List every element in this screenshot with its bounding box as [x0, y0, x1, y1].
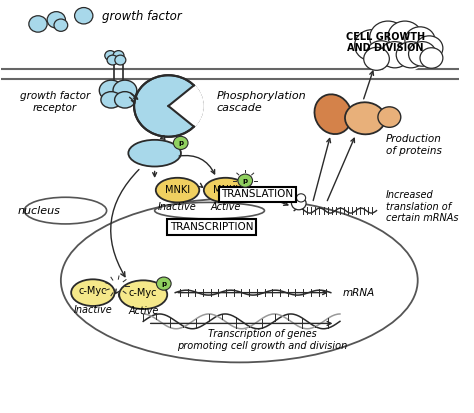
- Text: MNKI: MNKI: [213, 185, 238, 195]
- Ellipse shape: [71, 279, 115, 306]
- Circle shape: [415, 36, 443, 60]
- Text: Active: Active: [210, 202, 241, 211]
- Text: p: p: [243, 178, 248, 184]
- Text: CELL GROWTH
AND DIVISION: CELL GROWTH AND DIVISION: [346, 32, 425, 53]
- Text: nucleus: nucleus: [18, 206, 60, 216]
- Circle shape: [74, 7, 93, 24]
- Ellipse shape: [128, 140, 181, 166]
- Ellipse shape: [156, 178, 199, 202]
- Circle shape: [134, 75, 203, 137]
- Circle shape: [107, 55, 118, 65]
- Text: p: p: [178, 140, 183, 146]
- Text: mRNA: mRNA: [342, 287, 374, 298]
- Text: growth factor
receptor: growth factor receptor: [20, 91, 90, 113]
- Circle shape: [54, 19, 68, 31]
- Circle shape: [355, 30, 389, 61]
- Circle shape: [364, 47, 389, 70]
- Text: TRANSCRIPTION: TRANSCRIPTION: [170, 222, 254, 232]
- Circle shape: [396, 42, 426, 68]
- Text: Inactive: Inactive: [73, 305, 112, 315]
- Circle shape: [370, 21, 406, 54]
- Circle shape: [105, 51, 116, 60]
- Circle shape: [409, 42, 436, 66]
- Ellipse shape: [119, 280, 167, 309]
- Ellipse shape: [314, 94, 352, 134]
- Circle shape: [370, 21, 429, 74]
- Text: Phosphorylation
cascade: Phosphorylation cascade: [217, 91, 306, 113]
- Text: Inactive: Inactive: [158, 202, 197, 211]
- Circle shape: [173, 136, 188, 150]
- Circle shape: [388, 21, 422, 52]
- Ellipse shape: [99, 80, 123, 101]
- Text: growth factor: growth factor: [102, 10, 182, 24]
- Ellipse shape: [115, 92, 135, 108]
- Ellipse shape: [101, 92, 121, 108]
- Circle shape: [405, 27, 435, 54]
- Text: Active: Active: [128, 306, 158, 316]
- Circle shape: [113, 51, 124, 60]
- Text: p: p: [161, 280, 166, 287]
- Ellipse shape: [113, 80, 137, 101]
- Circle shape: [238, 174, 253, 187]
- Text: Production
of proteins: Production of proteins: [386, 134, 442, 156]
- Circle shape: [156, 277, 171, 290]
- Text: Increased
translation of
certain mRNAs: Increased translation of certain mRNAs: [386, 190, 458, 223]
- Text: c-Myc: c-Myc: [129, 288, 157, 298]
- Circle shape: [292, 197, 306, 210]
- Ellipse shape: [345, 102, 385, 134]
- Wedge shape: [168, 86, 203, 126]
- Circle shape: [296, 194, 306, 202]
- Ellipse shape: [204, 178, 247, 202]
- Circle shape: [115, 55, 126, 65]
- Circle shape: [420, 48, 443, 68]
- Text: Transcription of genes
promoting cell growth and division: Transcription of genes promoting cell gr…: [177, 329, 347, 351]
- Text: TRANSLATION: TRANSLATION: [221, 189, 294, 199]
- Circle shape: [366, 41, 396, 67]
- Circle shape: [47, 12, 65, 28]
- Circle shape: [29, 16, 47, 32]
- Circle shape: [380, 42, 410, 68]
- Text: MNKI: MNKI: [165, 185, 190, 195]
- Circle shape: [378, 107, 401, 127]
- Text: c-Myc: c-Myc: [79, 286, 107, 296]
